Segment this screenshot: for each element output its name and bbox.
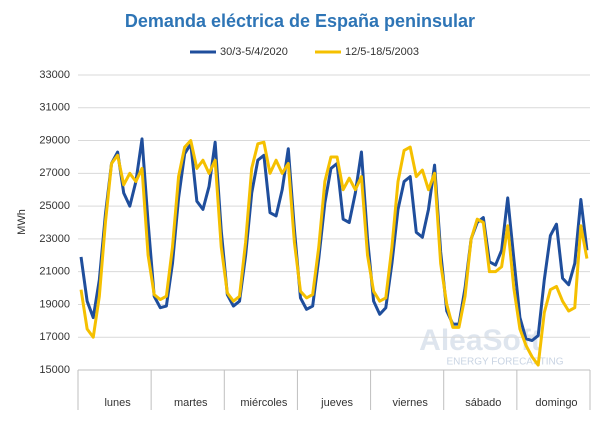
y-tick-label: 27000 — [39, 167, 70, 179]
x-tick-label: jueves — [320, 397, 353, 409]
y-tick-label: 19000 — [39, 298, 70, 310]
x-tick-label: miércoles — [240, 397, 288, 409]
y-tick-label: 25000 — [39, 200, 70, 212]
y-tick-label: 23000 — [39, 233, 70, 245]
watermark-sub: ENERGY FORECASTING — [446, 357, 563, 368]
legend-label: 12/5-18/5/2003 — [345, 46, 419, 58]
y-tick-label: 33000 — [39, 69, 70, 81]
x-tick-label: domingo — [535, 397, 577, 409]
y-tick-label: 15000 — [39, 364, 70, 376]
legend-label: 30/3-5/4/2020 — [220, 46, 288, 58]
series-line — [79, 139, 589, 367]
y-tick-label: 29000 — [39, 134, 70, 146]
chart-title: Demanda eléctrica de España peninsular — [125, 11, 475, 31]
x-tick-label: lunes — [104, 397, 131, 409]
y-axis-label: MWh — [16, 209, 28, 235]
x-tick-label: viernes — [392, 397, 428, 409]
y-tick-label: 31000 — [39, 102, 70, 114]
series-line — [79, 137, 589, 342]
x-tick-label: sábado — [465, 397, 501, 409]
y-tick-label: 21000 — [39, 266, 70, 278]
x-tick-label: martes — [174, 397, 208, 409]
y-tick-label: 17000 — [39, 331, 70, 343]
